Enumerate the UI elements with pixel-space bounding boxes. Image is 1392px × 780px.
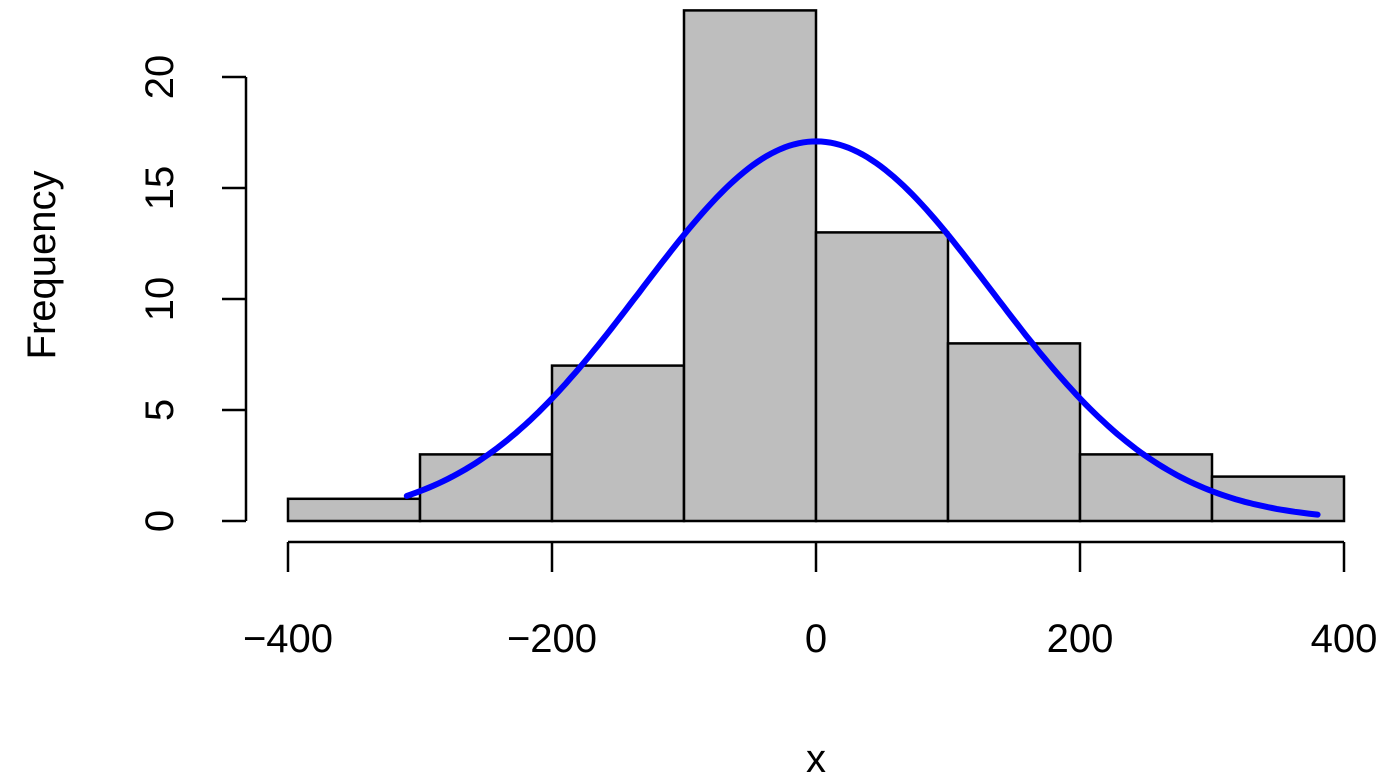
y-tick-label-15: 15 — [138, 166, 182, 211]
histogram-bar-6 — [1078, 453, 1214, 523]
x-tick-label--200: −200 — [507, 617, 597, 661]
histogram-bars — [286, 9, 1346, 523]
histogram-bar-0 — [286, 497, 422, 523]
x-tick-label-400: 400 — [1311, 617, 1378, 661]
y-axis: 0 5 10 15 20 — [138, 55, 248, 532]
y-tick-label-10: 10 — [138, 277, 182, 322]
y-tick-label-0: 0 — [138, 510, 182, 532]
y-tick-label-5: 5 — [138, 399, 182, 421]
y-axis-label: Frequency — [20, 171, 64, 360]
x-tick-label-200: 200 — [1047, 617, 1114, 661]
x-tick-label--400: −400 — [243, 617, 333, 661]
histogram-bar-3 — [682, 9, 818, 523]
histogram-bar-4 — [814, 231, 950, 523]
x-axis-label: x — [806, 737, 826, 780]
x-axis: −400 −200 0 200 400 — [243, 540, 1378, 661]
histogram-bar-1 — [418, 453, 554, 523]
normal-density-curve — [403, 138, 1321, 518]
x-tick-label-0: 0 — [805, 617, 827, 661]
histogram-bar-2 — [550, 364, 686, 523]
y-tick-label-20: 20 — [138, 55, 182, 100]
histogram-bar-5 — [946, 342, 1082, 523]
